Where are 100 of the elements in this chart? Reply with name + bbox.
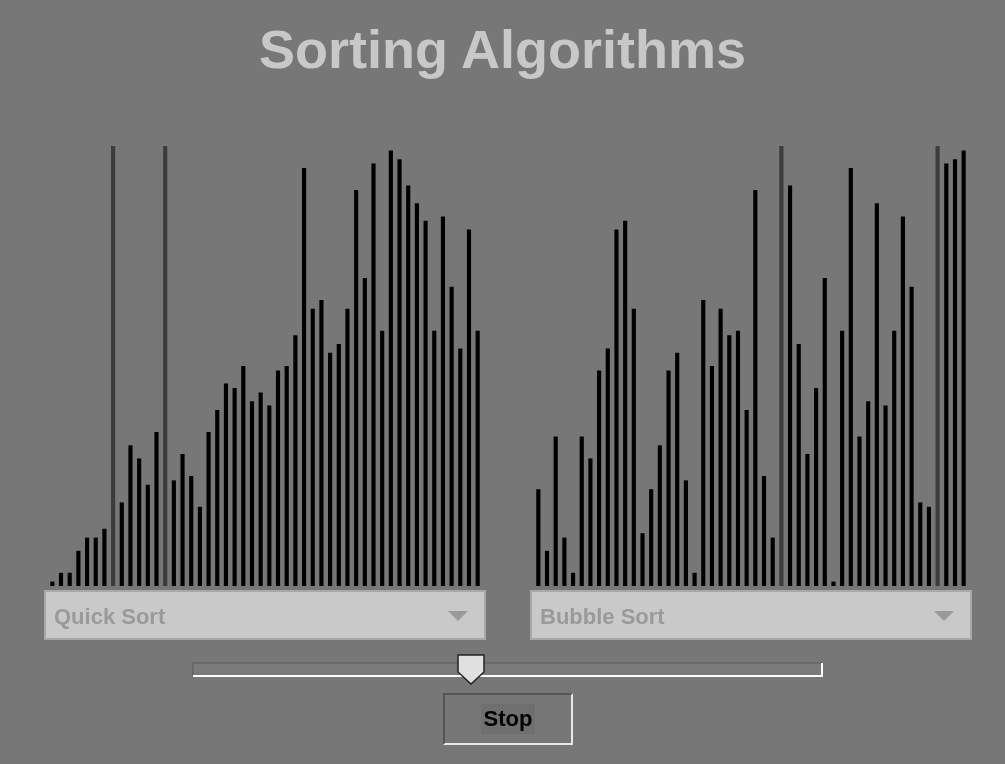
bar [857,436,862,586]
bar [223,383,229,586]
bar [727,335,732,586]
chart-title: Sorting Algorithms [258,18,747,80]
bar [475,330,480,586]
bar [189,476,194,586]
bar [822,278,827,586]
bar [692,572,697,586]
bar [58,572,64,586]
bar [866,401,871,586]
bar [397,159,402,586]
bar [544,550,550,586]
bar [232,388,237,586]
bar [458,348,463,586]
bar [354,190,359,586]
bar [701,300,706,586]
bar [206,432,211,586]
bar [814,388,819,586]
bar [406,185,411,586]
bar [952,159,958,586]
bar [614,229,619,586]
bar [848,168,853,586]
bar [215,410,220,586]
bar [744,410,749,586]
bar [649,489,654,586]
bar [267,405,272,586]
bar [770,537,775,586]
bar [388,150,393,586]
bar [631,308,636,586]
bar [319,300,324,586]
bar [961,150,966,586]
bar [84,537,90,586]
bar [883,405,888,586]
bar [666,370,671,586]
bar [709,366,715,586]
bar [831,581,836,586]
bar [362,278,367,586]
bar [909,286,914,586]
bar [735,330,741,586]
bar [935,146,940,586]
bar [380,330,385,586]
bar [119,502,124,586]
bar [310,308,315,586]
bar [779,146,784,586]
button: Stop [443,693,573,745]
bar [102,528,107,586]
bar [588,458,593,586]
bar [718,308,723,586]
bar [553,436,558,586]
bar [145,484,150,586]
bar [249,401,255,586]
bar [171,480,176,586]
bar [605,348,610,586]
bar [440,216,446,586]
bar [570,572,576,586]
bar [180,454,185,586]
bar [76,550,81,586]
bar [449,286,454,586]
bar [623,220,628,586]
bar [787,185,793,586]
bar [284,366,289,586]
bar [640,533,645,586]
bar [93,537,98,586]
bar [67,572,72,586]
bar [163,146,168,586]
bar [926,506,932,586]
bar [597,370,602,586]
bar [137,458,142,586]
bar [900,216,905,586]
bar [796,344,801,586]
bar [536,489,541,586]
bar [874,203,879,586]
bar [371,163,376,586]
bar [258,392,263,586]
bar [562,537,567,586]
bar [918,502,923,586]
bar [753,190,758,586]
bar [241,366,246,586]
bar [328,352,333,586]
bar [892,330,897,586]
bar [657,445,662,586]
bar [128,445,133,586]
bar [345,308,350,586]
bar [414,203,419,586]
bar [423,220,428,586]
bar [944,163,949,586]
bar [761,476,767,586]
bar [683,480,688,586]
bar [154,432,159,586]
bar [197,506,202,586]
bar [301,168,307,586]
bar [432,330,437,586]
bar [840,330,845,586]
bar [579,436,584,586]
bar [336,344,341,586]
bar [675,352,680,586]
bar [805,454,810,586]
bar [466,229,472,586]
bar [293,335,298,586]
bar [111,146,116,586]
